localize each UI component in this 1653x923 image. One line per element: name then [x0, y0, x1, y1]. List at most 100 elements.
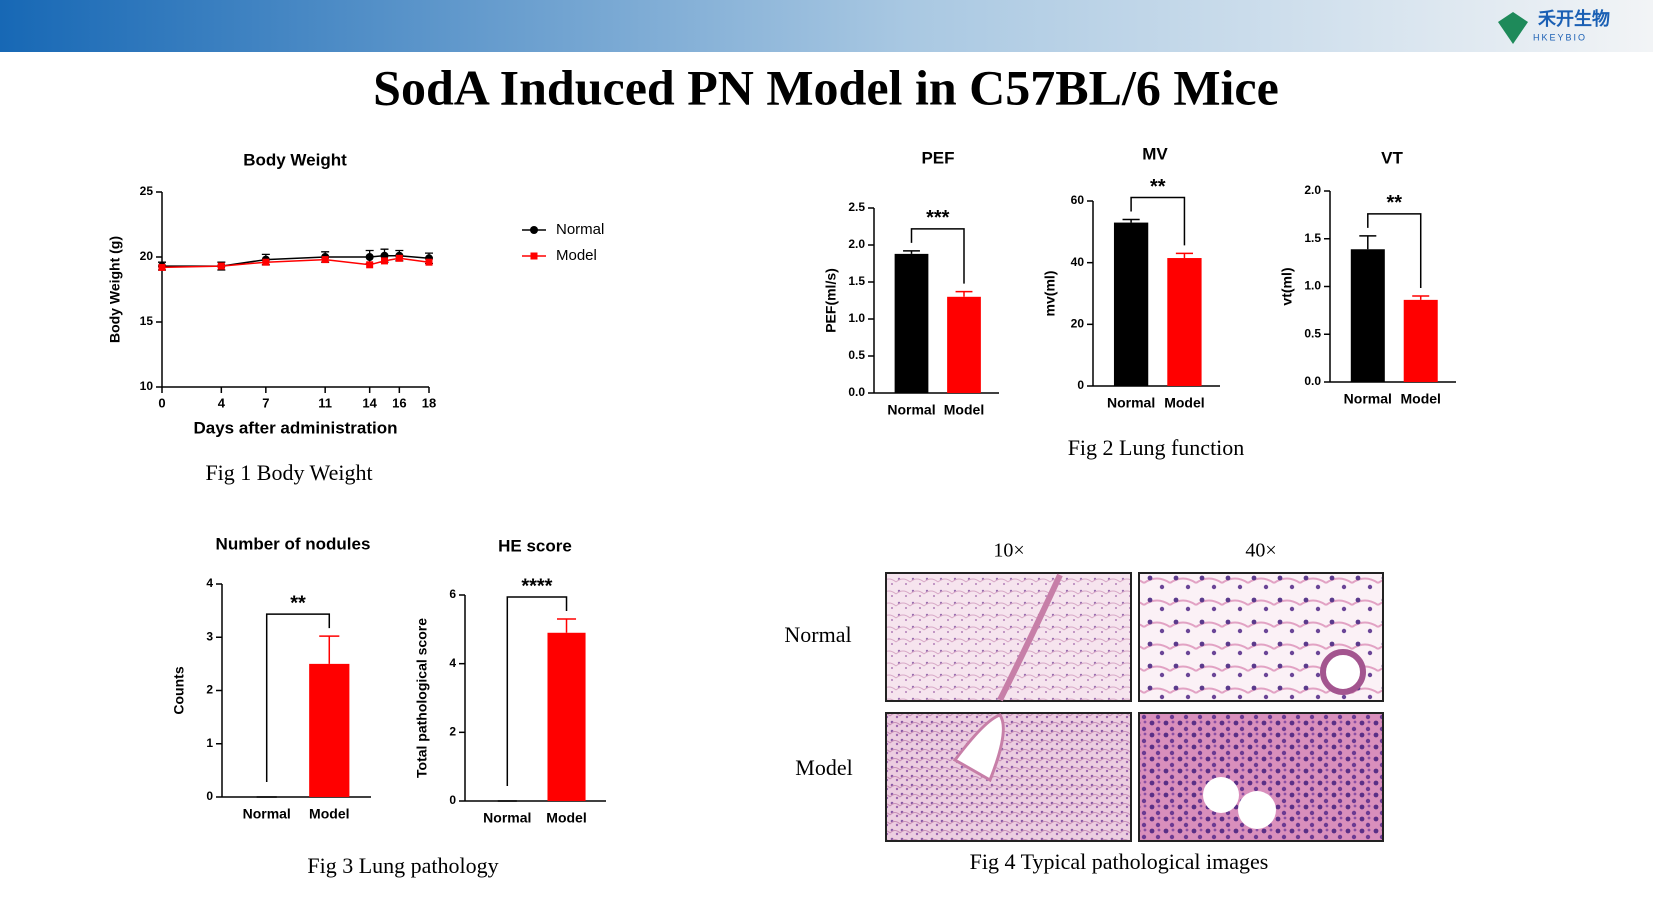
y-axis-label: Counts [171, 666, 187, 714]
chart-title: Body Weight [243, 150, 347, 169]
y-tick-label: 15 [140, 314, 154, 328]
y-tick-label: 10 [140, 379, 154, 393]
point [262, 258, 270, 266]
significance-bracket [1130, 196, 1186, 246]
header-band [0, 0, 1653, 52]
captions: Fig 1 Body Weight Fig 2 Lung function Fi… [205, 435, 1268, 878]
caption: Fig 3 Lung pathology [307, 853, 498, 878]
bar [894, 253, 929, 393]
chart-title: HE score [498, 536, 572, 555]
bar [1167, 258, 1202, 386]
error-bar [903, 250, 920, 254]
point [366, 261, 374, 269]
row-label: Normal [784, 622, 851, 647]
y-tick-label: 1.5 [848, 274, 865, 288]
y-tick-label: 1.0 [1304, 279, 1321, 293]
airway [1320, 649, 1366, 695]
point [321, 256, 329, 264]
y-tick-label: 2 [206, 683, 213, 697]
airway [952, 713, 1005, 783]
y-axis-label: vt(ml) [1279, 267, 1295, 305]
chart-title: PEF [921, 148, 954, 167]
y-tick-label: 3 [206, 629, 213, 643]
error-bar [1359, 235, 1377, 250]
x-tick-label: Model [1400, 391, 1440, 407]
significance-bracket [910, 228, 965, 284]
y-tick-label: 0 [449, 793, 456, 807]
point [365, 253, 374, 261]
bar [1350, 249, 1385, 382]
bar [947, 296, 981, 393]
x-tick-label: 16 [392, 395, 406, 410]
point [381, 257, 388, 265]
y-tick-label: 0.0 [848, 385, 865, 399]
y-tick-label: 2 [449, 725, 456, 739]
error-bar [955, 290, 973, 297]
bar [1113, 222, 1149, 386]
error-bar [1122, 218, 1140, 223]
legend-label: Normal [556, 221, 604, 238]
logo-icon [1498, 12, 1528, 44]
point [425, 258, 433, 266]
error-bar [1175, 252, 1194, 259]
x-tick-label: Normal [243, 806, 291, 822]
histology-image [885, 712, 1132, 842]
x-tick-label: Model [944, 402, 984, 418]
logo-name: 禾开生物 [1538, 8, 1610, 30]
x-tick-label: 18 [422, 395, 436, 410]
x-tick-label: Model [309, 806, 349, 822]
legend-marker [530, 226, 538, 234]
series-line [161, 257, 430, 269]
significance-bracket [1367, 213, 1422, 289]
y-tick-label: 1.0 [848, 311, 865, 325]
error-bar [557, 618, 577, 633]
chart-title: VT [1381, 148, 1403, 167]
significance-label: ** [1386, 192, 1402, 214]
significance-label: **** [521, 575, 552, 597]
vessel [997, 573, 1063, 702]
y-tick-label: 0 [1077, 378, 1084, 392]
point [217, 262, 225, 270]
error-bar [1412, 295, 1430, 300]
bar [1403, 299, 1438, 382]
x-tick-label: 0 [158, 395, 165, 410]
bar [309, 663, 350, 797]
airway [1238, 791, 1276, 829]
x-tick-label: Normal [483, 810, 531, 826]
x-tick-label: 4 [218, 395, 226, 410]
y-axis-label: PEF(ml/s) [823, 268, 839, 333]
x-tick-label: 7 [262, 395, 269, 410]
point [395, 254, 403, 262]
caption: Fig 4 Typical pathological images [970, 849, 1269, 874]
airway [1203, 777, 1239, 813]
y-tick-label: 6 [449, 587, 456, 601]
point [158, 263, 166, 271]
x-tick-label: Model [1164, 395, 1204, 411]
chart-title: Number of nodules [216, 534, 371, 553]
y-tick-label: 2.0 [1304, 183, 1321, 197]
y-tick-label: 0.5 [848, 348, 865, 362]
row-label: Model [795, 755, 852, 780]
legend-label: Model [556, 247, 597, 264]
chart-title: MV [1142, 144, 1168, 163]
histology-panel: 10× 40× Normal Model [784, 540, 1384, 842]
y-tick-label: 1.5 [1304, 231, 1321, 245]
y-axis-label: Body Weight (g) [107, 236, 123, 343]
x-tick-label: Normal [1344, 391, 1392, 407]
logo: 禾开生物 HKEYBIO [1498, 8, 1610, 44]
y-tick-label: 4 [449, 656, 456, 670]
slide-title: SodA Induced PN Model in C57BL/6 Mice [373, 59, 1279, 115]
logo-sub: HKEYBIO [1533, 32, 1587, 42]
y-tick-label: 0.0 [1304, 374, 1321, 388]
caption: Fig 2 Lung function [1068, 435, 1245, 460]
y-tick-label: 20 [140, 249, 154, 263]
x-tick-label: Model [546, 810, 586, 826]
significance-label: *** [926, 207, 950, 229]
x-axis-label: Days after administration [193, 418, 397, 437]
column-label: 40× [1245, 540, 1276, 562]
caption: Fig 1 Body Weight [205, 460, 372, 485]
y-tick-label: 25 [140, 184, 154, 198]
column-label: 10× [993, 540, 1024, 562]
